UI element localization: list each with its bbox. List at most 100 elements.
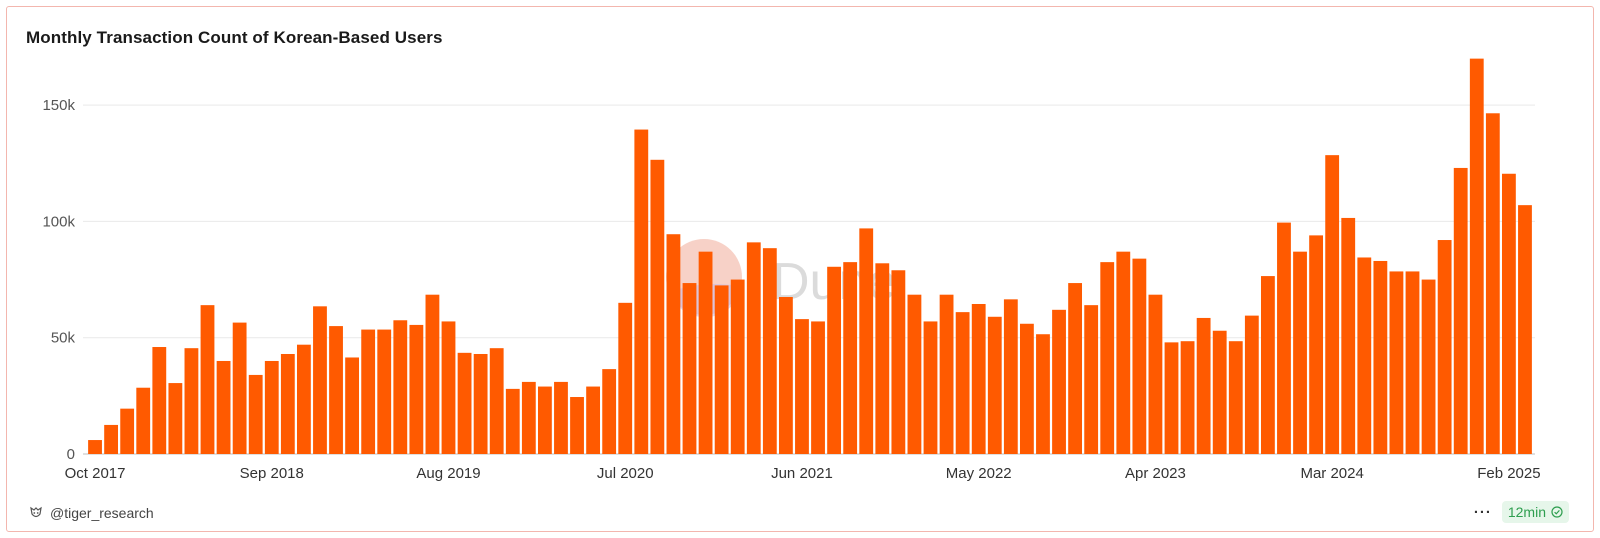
- bar[interactable]: Oct 2020: 94500: [666, 234, 681, 454]
- bar[interactable]: Dec 2019: 28000: [505, 388, 520, 454]
- bar[interactable]: Jul 2019: 68500: [425, 294, 440, 454]
- bar[interactable]: Feb 2025: 120500: [1501, 173, 1516, 454]
- bar[interactable]: Sep 2020: 126500: [650, 159, 665, 455]
- bar[interactable]: Jul 2021: 57000: [811, 321, 825, 454]
- bar[interactable]: Jun 2024: 83000: [1373, 260, 1388, 454]
- bar[interactable]: Oct 2017: 6000: [88, 440, 102, 454]
- bar[interactable]: Sep 2022: 51500: [1036, 334, 1050, 454]
- bar[interactable]: Jun 2018: 40000: [216, 360, 231, 454]
- bar[interactable]: Sep 2023: 48500: [1228, 341, 1243, 454]
- bar[interactable]: Jun 2019: 55500: [409, 324, 424, 454]
- x-tick-label: Jul 2020: [597, 465, 654, 482]
- bar[interactable]: Aug 2019: 57000: [441, 321, 456, 454]
- bar[interactable]: Dec 2020: 87000: [698, 251, 713, 454]
- bar[interactable]: Mar 2023: 84000: [1132, 258, 1147, 454]
- bar[interactable]: Jun 2020: 36500: [602, 369, 617, 454]
- bar[interactable]: Oct 2018: 43000: [280, 353, 295, 454]
- bar[interactable]: Sep 2021: 82500: [843, 262, 858, 454]
- refresh-time: 12min: [1507, 504, 1546, 520]
- more-options-button[interactable]: ···: [1473, 503, 1492, 521]
- bar[interactable]: Jul 2022: 66500: [1003, 299, 1018, 454]
- bar[interactable]: Oct 2024: 92000: [1437, 240, 1452, 454]
- bar[interactable]: Apr 2023: 68500: [1148, 294, 1163, 454]
- bar[interactable]: Jul 2018: 56500: [232, 322, 247, 454]
- bar[interactable]: Mar 2018: 30500: [168, 383, 183, 454]
- bar[interactable]: May 2019: 57500: [393, 320, 408, 454]
- x-tick-label: Sep 2018: [240, 465, 304, 482]
- bar[interactable]: Jan 2019: 55000: [329, 326, 343, 454]
- bar[interactable]: Nov 2021: 82000: [875, 263, 890, 454]
- bar[interactable]: Apr 2018: 45500: [184, 348, 199, 454]
- bar[interactable]: Jun 2022: 59000: [987, 316, 1002, 454]
- bar[interactable]: Oct 2023: 59500: [1244, 315, 1259, 454]
- bar[interactable]: Dec 2017: 19500: [120, 408, 135, 454]
- bar[interactable]: Nov 2018: 47000: [296, 344, 311, 454]
- bar[interactable]: May 2023: 48000: [1164, 342, 1179, 454]
- bar[interactable]: Jun 2021: 58000: [795, 319, 809, 454]
- bar[interactable]: Sep 2019: 43500: [457, 352, 472, 454]
- bar[interactable]: Aug 2021: 80500: [827, 266, 842, 454]
- bar[interactable]: Feb 2023: 87000: [1116, 251, 1131, 454]
- author-avatar-icon: [30, 506, 42, 518]
- bar[interactable]: Apr 2021: 88500: [762, 248, 777, 454]
- bar[interactable]: Jan 2018: 28500: [136, 387, 151, 454]
- bar[interactable]: Nov 2017: 12500: [104, 424, 119, 454]
- bar[interactable]: Aug 2024: 78500: [1405, 271, 1420, 454]
- bar[interactable]: May 2021: 67500: [778, 297, 793, 454]
- bar[interactable]: Jul 2023: 58500: [1196, 317, 1211, 454]
- bar[interactable]: Mar 2022: 68500: [939, 294, 954, 454]
- author-name[interactable]: @tiger_research: [50, 505, 154, 521]
- bar[interactable]: Dec 2018: 63500: [313, 306, 327, 454]
- author-credit[interactable]: @tiger_research: [29, 505, 154, 521]
- bar[interactable]: May 2020: 29000: [586, 386, 601, 454]
- bar[interactable]: May 2022: 64500: [971, 303, 986, 454]
- bar[interactable]: Jul 2020: 65000: [618, 302, 633, 454]
- bar[interactable]: Nov 2020: 73500: [682, 283, 697, 454]
- bar[interactable]: Jul 2024: 78500: [1389, 271, 1404, 454]
- bar[interactable]: Oct 2019: 43000: [473, 353, 488, 454]
- bar[interactable]: Dec 2023: 99500: [1277, 222, 1291, 454]
- bar[interactable]: Sep 2018: 40000: [264, 360, 279, 454]
- bar[interactable]: Jan 2022: 68500: [907, 294, 922, 454]
- bar[interactable]: Jun 2023: 48500: [1180, 341, 1195, 454]
- bar[interactable]: Sep 2024: 75000: [1421, 279, 1436, 454]
- bar[interactable]: Jan 2021: 72500: [714, 285, 729, 454]
- bar[interactable]: Jan 2025: 146500: [1485, 113, 1500, 454]
- bar[interactable]: Dec 2024: 170000: [1469, 58, 1484, 454]
- refresh-badge[interactable]: 12min: [1501, 501, 1569, 523]
- x-tick-label: Jun 2021: [771, 465, 833, 482]
- bar[interactable]: Oct 2022: 62000: [1052, 309, 1066, 454]
- bar[interactable]: Aug 2018: 34000: [248, 374, 263, 454]
- bar[interactable]: Feb 2019: 41500: [345, 357, 360, 454]
- bar[interactable]: May 2024: 84500: [1357, 257, 1372, 454]
- bar[interactable]: Aug 2023: 53000: [1212, 330, 1227, 454]
- bar[interactable]: Mar 2019: 53500: [361, 329, 376, 454]
- bar[interactable]: Feb 2018: 46000: [152, 347, 167, 454]
- bar[interactable]: Dec 2022: 64000: [1084, 305, 1099, 454]
- bar[interactable]: Mar 2025: 107000: [1518, 205, 1532, 454]
- bar[interactable]: Apr 2024: 101500: [1341, 217, 1356, 454]
- bar[interactable]: Nov 2023: 76500: [1260, 276, 1275, 454]
- bar[interactable]: Mar 2024: 128500: [1325, 155, 1340, 454]
- bar[interactable]: May 2018: 64000: [200, 305, 215, 454]
- bar[interactable]: Feb 2021: 75000: [730, 279, 745, 454]
- bar[interactable]: Dec 2021: 79000: [891, 270, 906, 454]
- bar[interactable]: Aug 2022: 56000: [1019, 323, 1034, 454]
- bar[interactable]: Jan 2023: 82500: [1100, 262, 1115, 454]
- bar[interactable]: Feb 2024: 94000: [1309, 235, 1324, 454]
- bar[interactable]: Nov 2024: 123000: [1453, 167, 1468, 454]
- x-tick-label: Aug 2019: [416, 465, 480, 482]
- bar[interactable]: Nov 2019: 45500: [489, 348, 504, 454]
- bar[interactable]: Feb 2022: 57000: [923, 321, 938, 454]
- bar[interactable]: Apr 2022: 61000: [955, 312, 970, 454]
- bar[interactable]: Aug 2020: 139500: [634, 129, 649, 454]
- bar[interactable]: Jan 2024: 87000: [1293, 251, 1307, 454]
- bar[interactable]: Nov 2022: 73500: [1068, 283, 1083, 454]
- bar[interactable]: Apr 2020: 24500: [570, 397, 584, 454]
- bar[interactable]: Jan 2020: 31000: [521, 381, 536, 454]
- bar[interactable]: Mar 2021: 91000: [746, 242, 761, 454]
- bar[interactable]: Mar 2020: 31000: [554, 381, 568, 454]
- bar[interactable]: Apr 2019: 53500: [377, 329, 392, 454]
- bar[interactable]: Feb 2020: 29000: [537, 386, 552, 454]
- bar[interactable]: Oct 2021: 97000: [859, 228, 874, 454]
